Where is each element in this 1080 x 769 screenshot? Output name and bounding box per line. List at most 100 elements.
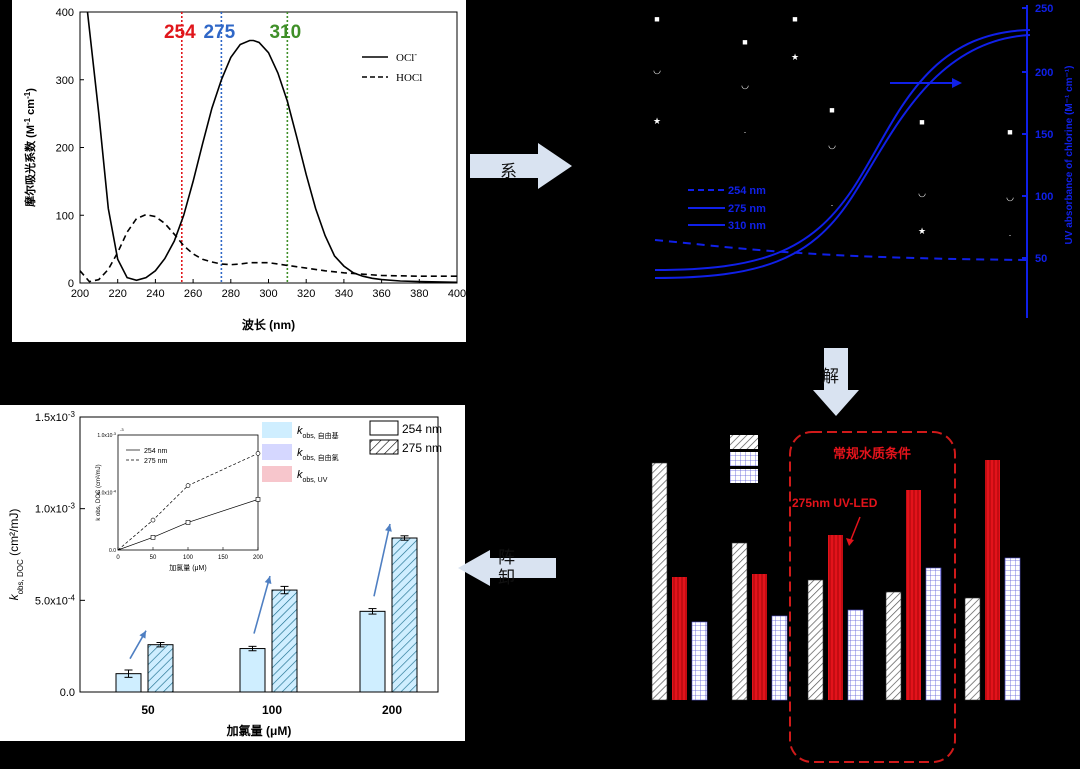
legend-label: kobs, 自由氯: [297, 447, 339, 462]
legend-swatch-grid: [730, 452, 758, 466]
legend-label: kobs, 自由基: [297, 425, 339, 440]
curve-275: [654, 34, 1031, 279]
legend-swatch: [262, 422, 292, 438]
legend-label: 275 nm: [402, 441, 442, 455]
x-tick-label: 280: [222, 288, 240, 300]
y-tick-label: 300: [56, 75, 74, 87]
annotation-arrow-head: [952, 78, 962, 88]
conditions-panel: 常规水质条件 275nm UV-LED: [620, 420, 1080, 764]
x-tick-label: 220: [109, 288, 127, 300]
x-tick-label: 200: [71, 288, 89, 300]
bar-grid: [1004, 557, 1021, 701]
bar-275nm: [271, 589, 298, 693]
trend-arrow: [253, 575, 271, 634]
y-tick-label: 0: [68, 278, 74, 290]
bar-hatched: [807, 579, 824, 701]
legend-swatch: [369, 420, 399, 436]
bar-red: [985, 460, 1000, 700]
uv-legend-label: 310 nm: [728, 220, 766, 232]
arrow-label-bottom: 阵卸: [498, 548, 515, 588]
faint-marker: ◡: [653, 65, 661, 75]
x-tick-label: 360: [372, 288, 390, 300]
x-tick-label: 260: [184, 288, 202, 300]
faint-marker: ·: [744, 127, 747, 137]
faint-marker: ■: [1007, 127, 1012, 137]
bar-red: [672, 577, 687, 700]
right-arrow: [470, 143, 572, 189]
inset-legend-label: 254 nm: [144, 448, 168, 455]
kobs-panel: 0.0 5.0x10-4 1.0x10-3 1.5x10-3 kobs, DOC (cm…: [0, 405, 465, 741]
y-tick-label: 5.0x10-4: [35, 593, 76, 608]
y-axis-label: 摩尔吸光系数 (M-1 cm-1): [23, 88, 38, 207]
highlight-arrowhead: [846, 538, 854, 546]
bar-grid: [847, 609, 864, 701]
y-axis-label: kobs, DOC (cm²/mJ): [7, 509, 25, 601]
highlight-box: [789, 431, 956, 763]
inset-frame: [117, 434, 259, 551]
right-tick-label: 50: [1035, 253, 1047, 265]
legend-swatch: [262, 466, 292, 482]
inset-point: [185, 483, 191, 488]
bar-275nm: [147, 644, 174, 693]
bar-275nm: [391, 537, 418, 693]
faint-marker: ★: [791, 52, 799, 62]
bar-hatched: [885, 591, 902, 701]
arrow-label-top: 系: [500, 162, 517, 182]
highlight-label: 275nm UV-LED: [792, 496, 878, 510]
trend-arrowhead: [385, 524, 392, 532]
inset-point: [185, 520, 191, 525]
faint-marker: ★: [918, 226, 926, 236]
conditions-chart: 常规水质条件 275nm UV-LED: [651, 431, 1021, 763]
inset-point: [150, 517, 156, 523]
y-tick-label: 400: [56, 7, 74, 19]
bar-hatched: [731, 542, 748, 701]
y-tick-label: 0.0: [60, 687, 75, 699]
inset-y-tick-label: 1.0x10-3: [97, 431, 116, 440]
left-arrow: [458, 550, 556, 586]
faint-marker: ◡: [918, 188, 926, 198]
arrow-label-right: 解: [822, 367, 839, 387]
x-tick-label: 320: [297, 288, 315, 300]
right-axis-label: UV absorbance of chlorine (M⁻¹ cm⁻¹): [1064, 66, 1075, 245]
legend-label: OCl-: [396, 50, 417, 65]
uv-absorbance-chart: 250 200 150 100 50 UV absorbance of chlorine …: [653, 3, 1075, 318]
y-tick-label: 200: [56, 143, 74, 155]
inset-y-label: k obs, DOC (cm²/mJ): [96, 464, 102, 520]
inset-exp: -3: [120, 427, 124, 432]
faint-marker: ■: [829, 105, 834, 115]
uv-legend-label: 275 nm: [728, 203, 766, 215]
inset-line: [117, 453, 259, 551]
trend-arrowhead: [139, 630, 146, 639]
faint-marker: ·: [831, 200, 834, 210]
y-tick-label: 100: [56, 210, 74, 222]
curve-254: [654, 239, 1031, 261]
legend-swatch: [262, 444, 292, 460]
right-tick-label: 200: [1035, 67, 1053, 79]
right-tick-label: 250: [1035, 3, 1053, 15]
inset-legend-label: 275 nm: [144, 458, 168, 465]
bar-grid: [771, 615, 788, 701]
spectrum-chart: 200 220 240 260 280 300 320 340 360 380 400 0 100 200…: [23, 7, 467, 332]
faint-marker: ◡: [1006, 192, 1014, 202]
legend-swatch-dense: [730, 469, 758, 483]
faint-marker: ★: [653, 116, 661, 126]
spectrum-panel: 200 220 240 260 280 300 320 340 360 380 400 0 100 200…: [12, 0, 466, 342]
inset-point: [255, 451, 261, 456]
bar-red: [752, 574, 767, 700]
x-tick-label: 400: [448, 288, 466, 300]
x-axis-label: 加氯量 (μM): [226, 723, 292, 738]
legend-label: HOCl: [396, 72, 422, 84]
faint-marker: ■: [742, 37, 747, 47]
x-tick-label: 380: [410, 288, 428, 300]
right-tick-label: 100: [1035, 191, 1053, 203]
marker-label-275: 275: [204, 22, 236, 43]
x-tick-label: 100: [262, 703, 282, 717]
bar-hatched: [964, 597, 981, 701]
x-tick-label: 240: [146, 288, 164, 300]
x-tick-label: 300: [259, 288, 277, 300]
inset-point: [255, 497, 261, 502]
marker-label-310: 310: [269, 22, 301, 43]
legend-swatch: [369, 439, 399, 455]
faint-marker: ■: [654, 14, 659, 24]
legend-swatch-diag: [730, 435, 758, 449]
